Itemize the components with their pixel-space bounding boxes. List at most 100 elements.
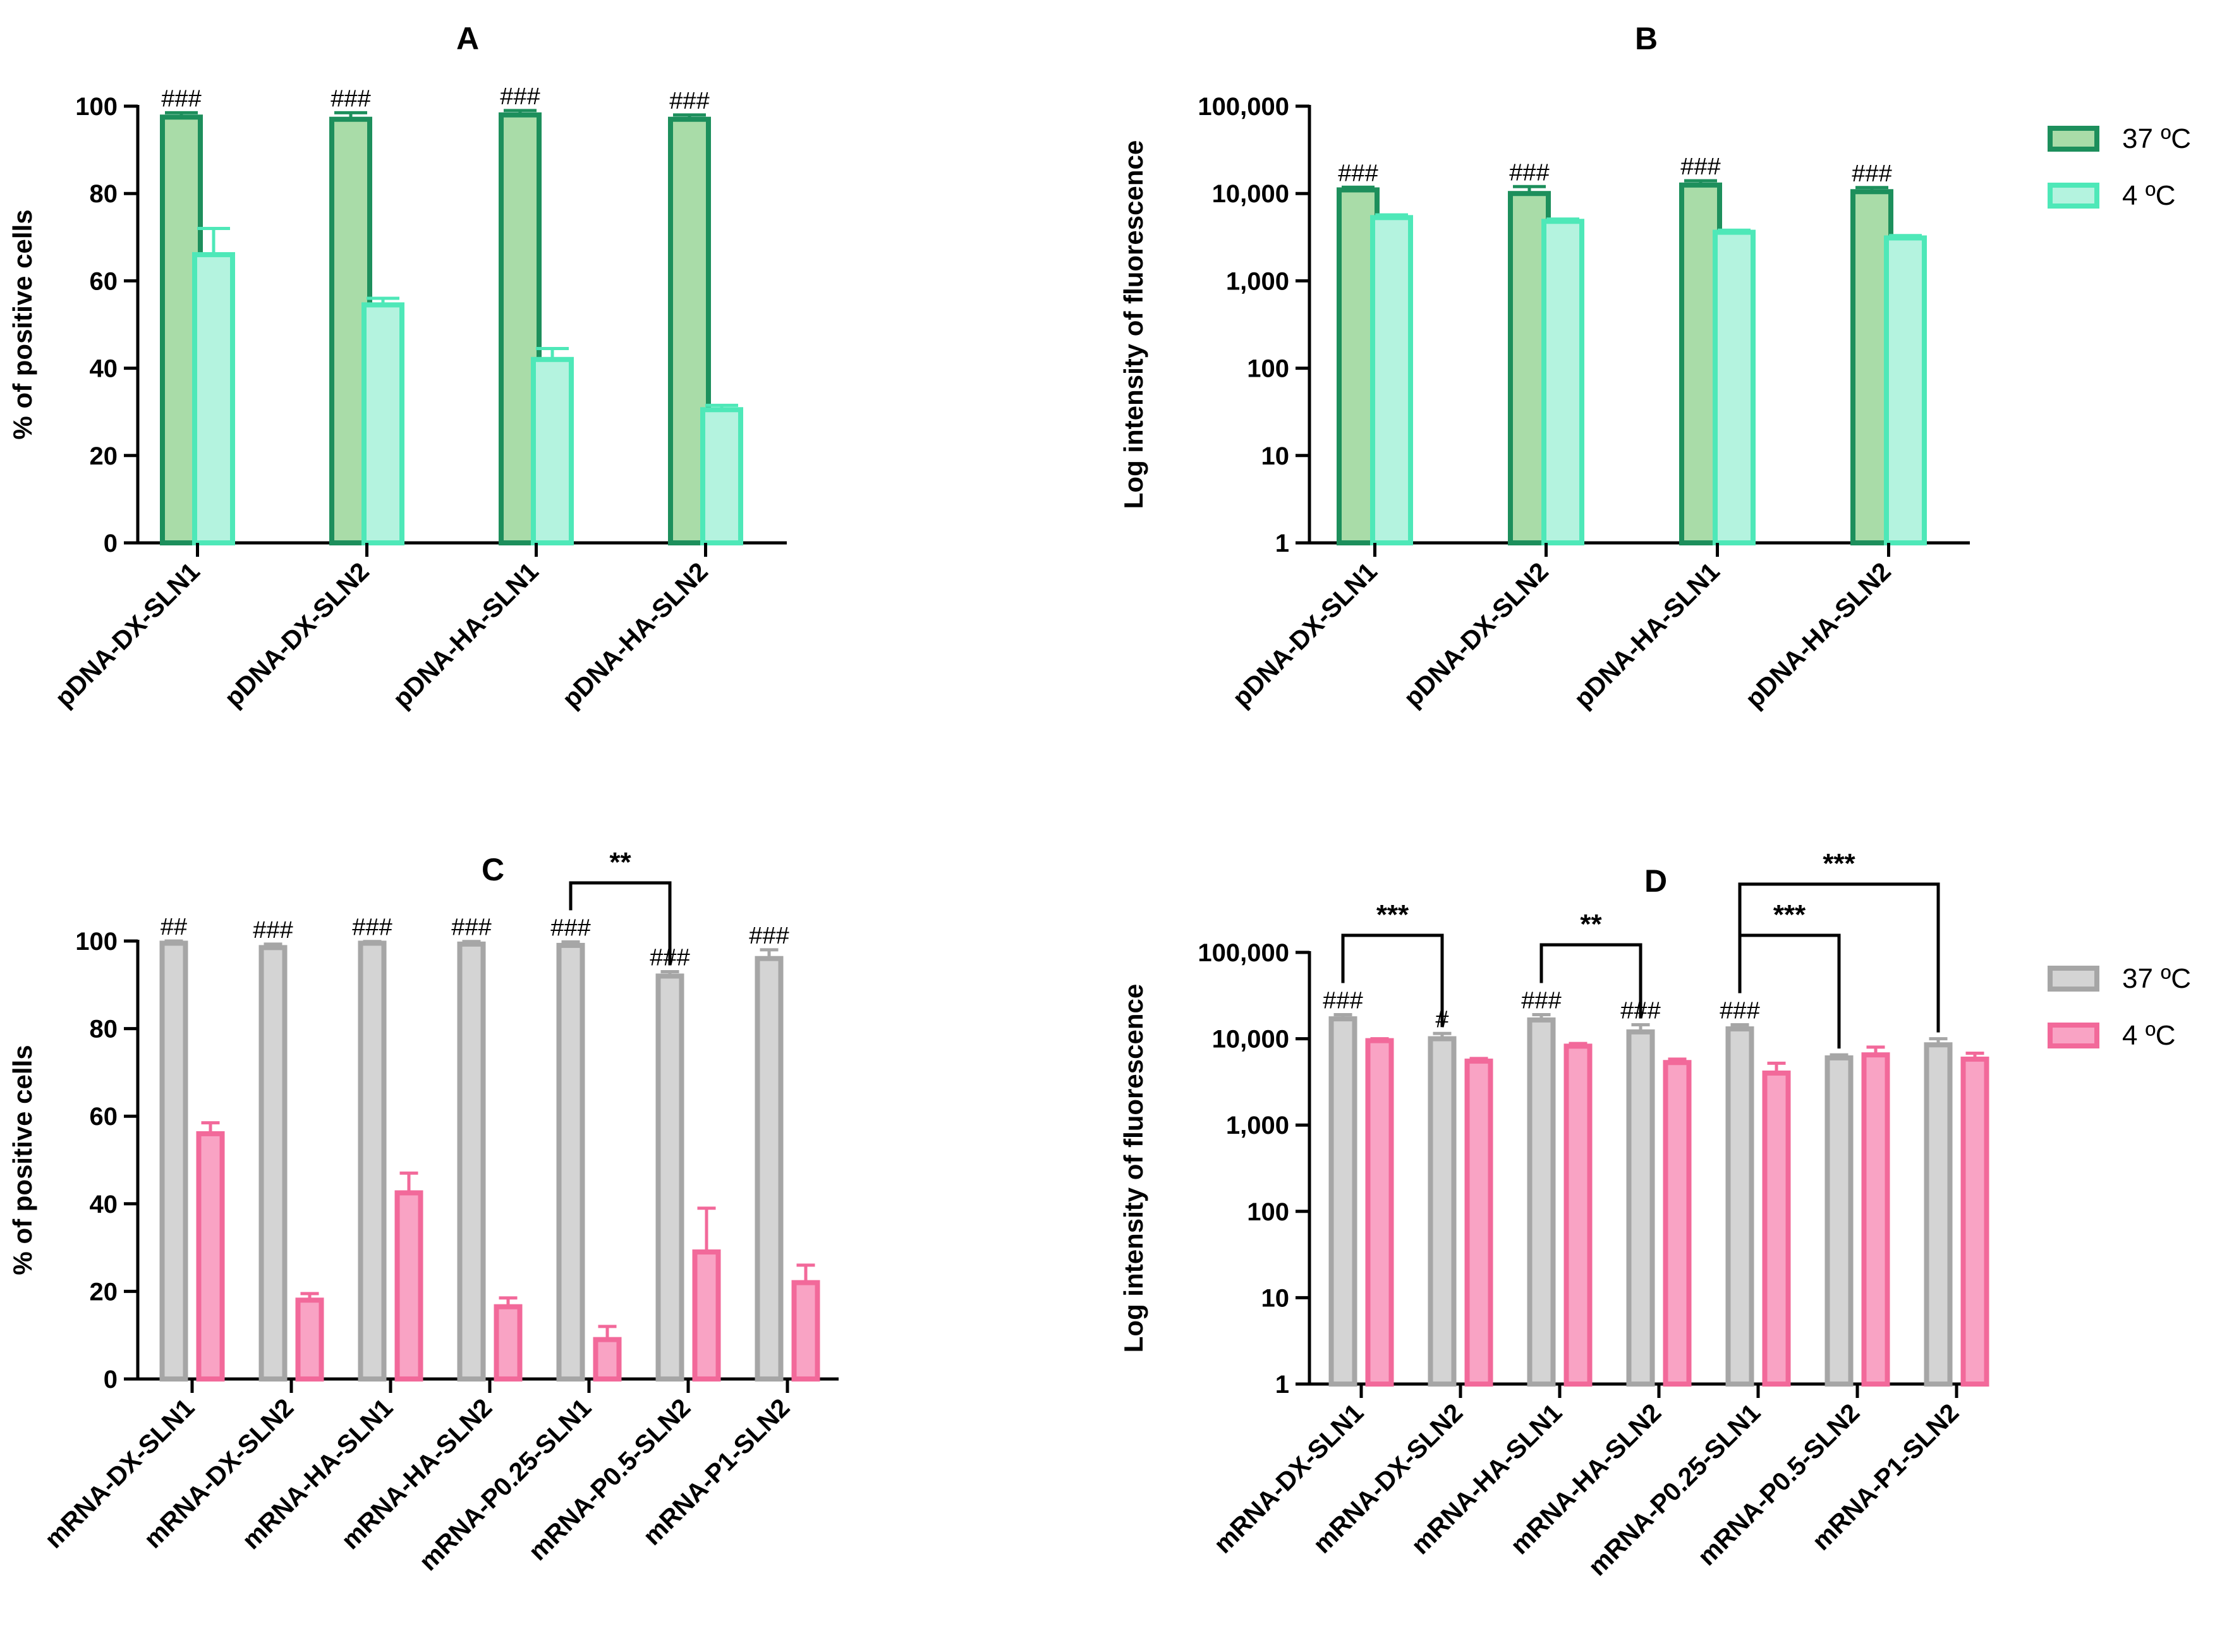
- significance-hash: ###: [1852, 161, 1891, 187]
- legend-label: 37 ºC: [2122, 123, 2191, 154]
- bar-c-37c: [457, 941, 486, 1382]
- significance-hash: ###: [1720, 998, 1759, 1024]
- y-axis-label: % of positive cells: [8, 209, 37, 439]
- significance-stars: **: [1580, 909, 1602, 940]
- significance-hash: ###: [1680, 154, 1720, 180]
- bar-d-37c: [1527, 1017, 1556, 1387]
- significance-hash: ###: [669, 88, 709, 114]
- x-tick-label: pDNA-HA-SLN2: [1740, 557, 1897, 714]
- x-tick-label: mRNA-P0.25-SLN1: [413, 1393, 597, 1576]
- significance-hash: ###: [1509, 159, 1549, 186]
- bar-a-4c: [361, 302, 404, 545]
- bar-c-4c: [791, 1280, 820, 1382]
- bar-c-37c: [556, 942, 585, 1382]
- bar-d-4c: [1563, 1043, 1593, 1387]
- chart-title: D: [1644, 863, 1667, 899]
- significance-stars: **: [609, 847, 631, 878]
- x-tick-label: pDNA-HA-SLN2: [557, 557, 713, 714]
- x-tick-label: pDNA-DX-SLN2: [219, 557, 375, 713]
- y-axis-label: Log intensity of fluorescence: [1119, 984, 1148, 1352]
- significance-hash: ###: [749, 923, 789, 949]
- bar-d-37c: [1626, 1029, 1655, 1387]
- y-tick-label: 80: [90, 1016, 118, 1043]
- y-axis-label: % of positive cells: [8, 1045, 37, 1275]
- y-tick-label: 100: [1247, 355, 1289, 383]
- y-tick-label: 60: [90, 267, 118, 295]
- legend-swatch: [2048, 966, 2099, 992]
- bar-c-4c: [295, 1297, 324, 1382]
- bar-c-37c: [159, 940, 188, 1382]
- chart-panel-a: A % of positive cells 0 20 40 60 80 100 pDNA-DX-…: [8, 21, 787, 714]
- legend-swatch: [2048, 126, 2099, 152]
- significance-hash: ###: [161, 85, 201, 112]
- bar-c-4c: [394, 1190, 423, 1382]
- bar-d-37c: [1428, 1036, 1457, 1387]
- significance-stars: ***: [1773, 899, 1806, 930]
- chart-panel-c: C% of positive cells020406080100mRNA-DX-…: [8, 847, 839, 1576]
- significance-bracket: [1539, 943, 1642, 1019]
- bar-a-4c: [700, 407, 743, 545]
- legend-d: 37 ºC 4 ºC: [2048, 963, 2191, 1051]
- significance-hash: ###: [1338, 160, 1378, 186]
- y-tick-label: 0: [104, 1366, 118, 1394]
- bar-b-4c: [1884, 235, 1927, 545]
- bar-b-4c: [1541, 219, 1584, 545]
- bar-b-4c: [1370, 215, 1413, 546]
- y-axis-label: Log intensity of fluorescence: [1119, 140, 1148, 509]
- significance-hash: ##: [161, 914, 187, 940]
- y-tick-label: 100: [75, 928, 118, 956]
- bar-d-4c: [1365, 1038, 1394, 1387]
- bar-d-4c: [1861, 1052, 1890, 1387]
- x-tick-label: pDNA-HA-SLN1: [387, 557, 544, 714]
- chart-panel-d: D Log intensity of fluorescence 1 10 100 1,00…: [1119, 848, 1989, 1581]
- bar-d-37c: [1328, 1016, 1357, 1387]
- bar-a-4c: [192, 252, 235, 545]
- bar-c-4c: [692, 1249, 721, 1382]
- y-tick-label: 100,000: [1198, 93, 1289, 121]
- x-tick-label: mRNA-P0.25-SLN1: [1582, 1398, 1766, 1581]
- x-tick-label: pDNA-DX-SLN2: [1398, 557, 1554, 713]
- significance-bracket: [569, 881, 672, 966]
- bar-d-4c: [1464, 1059, 1493, 1387]
- significance-bracket: [1738, 882, 1940, 1033]
- legend-swatch: [2048, 1023, 2099, 1048]
- y-tick-label: 10: [1261, 442, 1290, 470]
- y-tick-label: 100,000: [1198, 939, 1289, 967]
- significance-hash: ###: [352, 914, 392, 941]
- legend-b: 37 ºC 4 ºC: [2048, 123, 2191, 211]
- y-tick-label: 40: [90, 355, 118, 383]
- y-tick-label: 10,000: [1212, 1026, 1289, 1054]
- bar-c-4c: [196, 1131, 225, 1382]
- x-tick-label: pDNA-HA-SLN1: [1569, 557, 1725, 714]
- y-tick-label: 20: [90, 1278, 118, 1306]
- significance-hash: ###: [500, 83, 540, 110]
- bar-a-4c: [531, 356, 574, 546]
- chart-title: B: [1635, 21, 1658, 56]
- bar-d-4c: [1663, 1060, 1692, 1387]
- bar-c-37c: [358, 940, 387, 1382]
- y-tick-label: 80: [90, 180, 118, 208]
- x-tick-label: pDNA-DX-SLN1: [49, 557, 205, 713]
- bar-c-4c: [494, 1304, 523, 1382]
- y-tick-label: 100: [75, 93, 118, 121]
- y-tick-label: 1,000: [1226, 1112, 1289, 1139]
- significance-stars: ***: [1823, 848, 1855, 879]
- y-tick-label: 40: [90, 1191, 118, 1218]
- x-tick-label: mRNA-P0.5-SLN2: [523, 1393, 696, 1566]
- bar-b-4c: [1713, 229, 1756, 545]
- bar-c-37c: [258, 945, 288, 1382]
- legend-label: 4 ºC: [2122, 1020, 2176, 1051]
- significance-hash: ###: [1521, 988, 1561, 1014]
- bar-d-37c: [1824, 1055, 1854, 1387]
- legend-label: 4 ºC: [2122, 180, 2176, 211]
- y-tick-label: 1,000: [1226, 267, 1289, 295]
- significance-hash: ###: [550, 914, 590, 941]
- chart-title: A: [456, 21, 479, 56]
- bar-c-37c: [655, 973, 684, 1382]
- y-tick-label: 20: [90, 442, 118, 470]
- y-tick-label: 10: [1261, 1284, 1290, 1312]
- y-tick-label: 10,000: [1212, 180, 1289, 208]
- x-tick-label: mRNA-P0.5-SLN2: [1692, 1398, 1865, 1571]
- significance-hash: ###: [451, 914, 491, 941]
